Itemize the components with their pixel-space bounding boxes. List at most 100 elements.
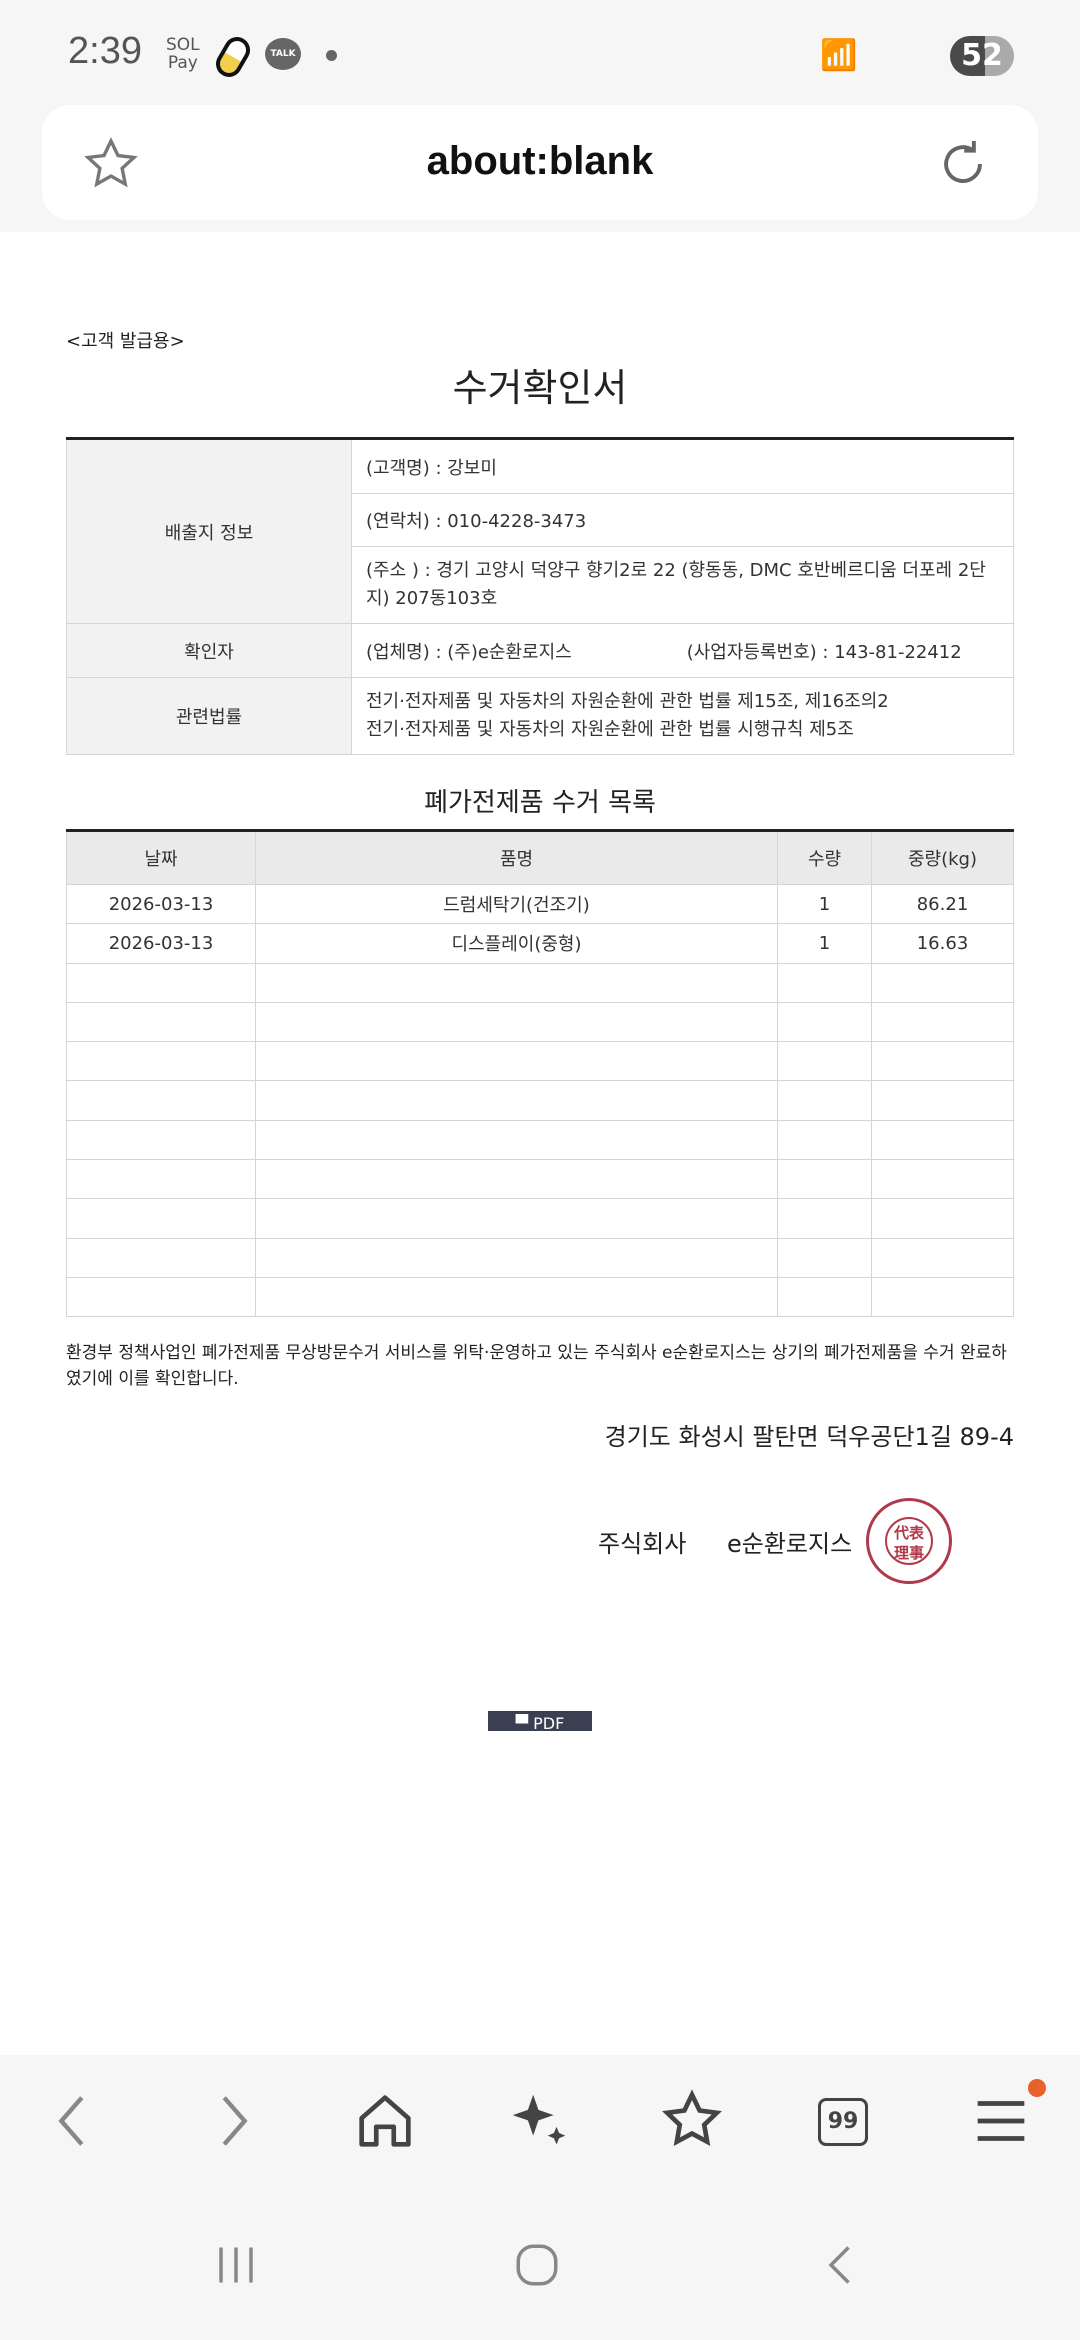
empty-cell: [255, 1119, 778, 1161]
menu-icon[interactable]: [966, 2086, 1036, 2156]
empty-cell: [255, 1001, 778, 1043]
empty-row: [66, 1080, 1014, 1121]
company-seal: 代表 理事: [866, 1498, 952, 1584]
menu-notification-badge: [1028, 2079, 1046, 2097]
business-number: (사업자등록번호) : 143-81-22412: [686, 641, 962, 663]
empty-cell: [777, 1119, 872, 1161]
document-page: <고객 발급용> 수거확인서 배출지 정보 (고객명) : 강보미 (연락처) :…: [0, 232, 1080, 2055]
label-emitter-info: 배출지 정보: [66, 438, 352, 624]
label-related-law: 관련법률: [66, 677, 352, 755]
empty-cell: [777, 1159, 872, 1200]
issue-label: <고객 발급용>: [66, 331, 185, 352]
url-text[interactable]: about:blank: [426, 139, 654, 183]
cell-weight: 86.21: [871, 883, 1014, 925]
document-title: 수거확인서: [452, 366, 628, 410]
empty-cell: [255, 1080, 778, 1121]
collection-table: 날짜 품명 수량 중량(kg) 2026-03-13 드럼세탁기(건조기) 1 86.21 2…: [66, 829, 1014, 1318]
pdf-button[interactable]: ▀ PDF: [488, 1711, 592, 1731]
notification-dot-icon: [326, 50, 337, 61]
address-bar[interactable]: about:blank: [42, 105, 1038, 220]
print-icon: ▀: [515, 1714, 534, 1731]
table-row: 2026-03-13 드럼세탁기(건조기) 1 86.21: [66, 883, 1014, 925]
col-weight: 중량(kg): [871, 830, 1014, 885]
empty-row: [66, 1276, 1014, 1318]
empty-cell: [255, 1276, 778, 1318]
customer-phone: (연락처) : 010-4228-3473: [351, 493, 1014, 547]
label-confirmer: 확인자: [66, 623, 352, 678]
empty-cell: [66, 1001, 256, 1043]
empty-row: [66, 962, 1014, 1003]
empty-cell: [66, 1237, 256, 1278]
empty-cell: [871, 1276, 1014, 1318]
status-bar: 2:39 SOL Pay TALK 📶 52: [0, 0, 1080, 105]
empty-cell: [255, 1237, 778, 1278]
empty-row: [66, 1237, 1014, 1278]
empty-cell: [871, 962, 1014, 1003]
home-icon[interactable]: [350, 2086, 420, 2156]
cell-date: 2026-03-13: [66, 883, 256, 925]
cell-item: 드럼세탁기(건조기): [255, 883, 778, 925]
empty-cell: [871, 1237, 1014, 1278]
cell-qty: 1: [777, 923, 872, 964]
empty-cell: [871, 1119, 1014, 1161]
empty-row: [66, 1159, 1014, 1200]
empty-cell: [871, 1159, 1014, 1200]
recent-apps-icon[interactable]: [206, 2235, 266, 2295]
empty-cell: [66, 1080, 256, 1121]
cell-item: 디스플레이(중형): [255, 923, 778, 964]
empty-cell: [255, 962, 778, 1003]
empty-row: [66, 1001, 1014, 1043]
company-type: 주식회사: [598, 1530, 687, 1558]
battery-indicator: 52: [950, 36, 1014, 76]
empty-row: [66, 1198, 1014, 1239]
wifi-icon: 📶: [820, 38, 858, 73]
clock: 2:39: [68, 30, 142, 72]
seal-text: 代表 理事: [885, 1517, 933, 1565]
empty-cell: [66, 1041, 256, 1082]
col-qty: 수량: [777, 830, 872, 885]
empty-cell: [66, 962, 256, 1003]
kakaotalk-icon: TALK: [265, 38, 301, 70]
empty-cell: [777, 1198, 872, 1239]
bookmarks-icon[interactable]: [657, 2086, 727, 2156]
company-name: e순환로지스: [727, 1530, 853, 1558]
list-title: 폐가전제품 수거 목록: [424, 788, 656, 818]
empty-cell: [871, 1001, 1014, 1043]
empty-row: [66, 1119, 1014, 1161]
reload-icon[interactable]: [934, 135, 992, 193]
empty-cell: [66, 1276, 256, 1318]
empty-cell: [255, 1159, 778, 1200]
company-address: 경기도 화성시 팔탄면 덕우공단1길 89-4: [604, 1423, 1014, 1451]
empty-cell: [777, 1001, 872, 1043]
empty-cell: [871, 1041, 1014, 1082]
law-line: 전기·전자제품 및 자동차의 자원순환에 관한 법률 제15조, 제16조의2: [366, 691, 889, 712]
bookmark-star-icon[interactable]: [82, 135, 140, 193]
empty-cell: [66, 1119, 256, 1161]
info-table: 배출지 정보 (고객명) : 강보미 (연락처) : 010-4228-3473 …: [66, 437, 1014, 755]
system-nav-bar: [0, 2193, 1080, 2340]
cell-qty: 1: [777, 883, 872, 925]
cell-weight: 16.63: [871, 923, 1014, 964]
back-icon[interactable]: [38, 2086, 108, 2156]
tabs-icon[interactable]: 99: [818, 2098, 868, 2146]
empty-cell: [777, 962, 872, 1003]
back-nav-icon[interactable]: [811, 2235, 871, 2295]
empty-cell: [255, 1198, 778, 1239]
home-nav-icon[interactable]: [507, 2235, 567, 2295]
empty-cell: [777, 1041, 872, 1082]
forward-icon[interactable]: [198, 2086, 268, 2156]
pill-icon: [211, 32, 255, 82]
empty-cell: [66, 1159, 256, 1200]
empty-cell: [777, 1080, 872, 1121]
empty-cell: [66, 1198, 256, 1239]
empty-cell: [777, 1276, 872, 1318]
law-line: 전기·전자제품 및 자동차의 자원순환에 관한 법률 시행규칙 제5조: [366, 719, 854, 740]
empty-cell: [871, 1080, 1014, 1121]
statement-text: 환경부 정책사업인 폐가전제품 무상방문수거 서비스를 위탁·운영하고 있는 주…: [66, 1343, 1007, 1389]
empty-cell: [777, 1237, 872, 1278]
customer-name: (고객명) : 강보미: [351, 438, 1014, 494]
sol-pay-icon: SOL Pay: [166, 35, 200, 73]
company-field: (업체명) : (주)e순환로지스: [366, 641, 572, 663]
customer-address: (주소 ) : 경기 고양시 덕양구 향기2로 22 (향동동, DMC 호반베…: [351, 546, 1014, 624]
ai-sparkle-icon[interactable]: [504, 2086, 574, 2156]
